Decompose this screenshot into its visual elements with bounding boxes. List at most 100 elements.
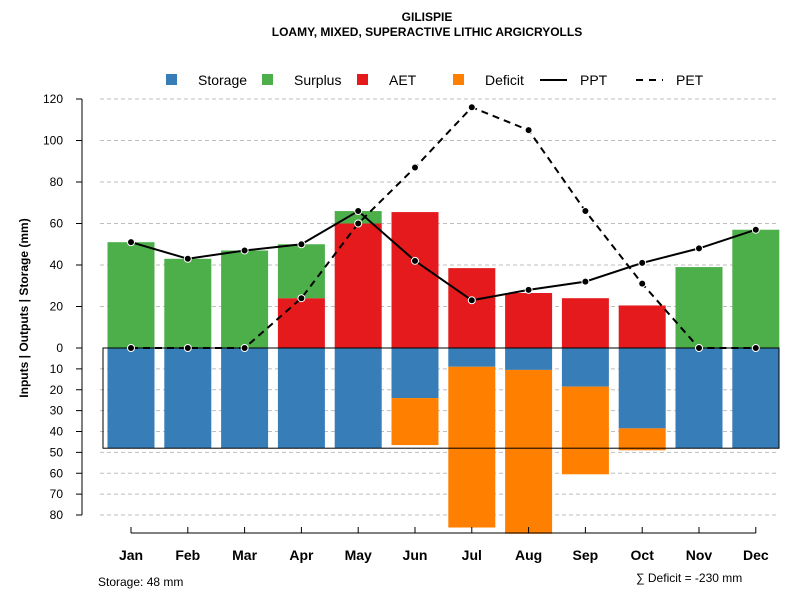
ppt-point xyxy=(467,296,476,305)
y-tick-label: 40 xyxy=(50,258,64,272)
ppt-point xyxy=(297,240,306,249)
pet-point xyxy=(127,344,135,352)
ppt-point xyxy=(695,244,703,253)
y-tick-label: 40 xyxy=(50,425,64,439)
surplus-bar xyxy=(221,250,269,348)
ppt-line xyxy=(130,209,757,302)
bars xyxy=(102,211,780,534)
ppt-point xyxy=(183,254,192,263)
aet-bar xyxy=(505,293,553,348)
axes: 0 20 40 60 80 100 120 10 20 30 40 50 60 70 80 Jan Feb Mar… xyxy=(43,92,769,563)
legend-label: PPT xyxy=(580,72,608,88)
surplus-bar xyxy=(277,244,325,299)
aet-bar xyxy=(618,305,666,348)
chart-title: GILISPIE xyxy=(402,10,453,24)
lines xyxy=(127,103,760,352)
y-tick-label: 20 xyxy=(50,383,64,397)
y-tick-label: 10 xyxy=(50,362,64,376)
pet-point xyxy=(354,219,363,228)
ppt-point xyxy=(581,277,590,286)
storage-note: Storage: 48 mm xyxy=(98,575,183,589)
pet-point xyxy=(297,294,306,303)
y-tick-label: 80 xyxy=(50,175,64,189)
chart-subtitle: LOAMY, MIXED, SUPERACTIVE LITHIC ARGICRY… xyxy=(272,25,582,39)
ppt-point xyxy=(751,225,760,234)
pet-point xyxy=(524,126,533,135)
storage-bar xyxy=(618,348,666,429)
x-tick-label: Feb xyxy=(175,547,200,563)
x-tick-label: Aug xyxy=(515,547,542,563)
legend-swatch xyxy=(166,74,177,85)
surplus-bar xyxy=(164,258,212,348)
y-tick-label: 0 xyxy=(56,341,63,355)
y-tick-label: 80 xyxy=(50,508,64,522)
storage-bar xyxy=(334,348,382,449)
pet-point xyxy=(183,344,192,352)
pet-point xyxy=(240,344,249,352)
deficit-bar xyxy=(561,386,609,475)
storage-bar xyxy=(448,348,496,367)
storage-bar xyxy=(732,348,780,449)
pet-point xyxy=(638,279,647,288)
aet-bar xyxy=(448,268,496,348)
deficit-bar xyxy=(618,428,666,451)
storage-bar xyxy=(561,348,609,387)
pet-line xyxy=(131,106,756,349)
y-tick-label: 60 xyxy=(50,217,64,231)
x-tick-label: Nov xyxy=(686,547,713,563)
y-axis-label: Inputs | Outputs | Storage (mm) xyxy=(17,218,31,397)
legend-label: Surplus xyxy=(294,72,341,88)
legend-label: AET xyxy=(389,72,417,88)
storage-bar xyxy=(505,348,553,370)
x-tick-label: Dec xyxy=(743,547,769,563)
legend-swatch xyxy=(453,74,464,85)
storage-bar xyxy=(164,348,212,449)
aet-bar xyxy=(561,298,609,348)
ppt-point xyxy=(638,258,647,267)
storage-bar xyxy=(675,348,723,449)
x-tick-label: Jun xyxy=(403,547,428,563)
legend-swatch xyxy=(357,74,368,85)
ppt-point xyxy=(240,246,249,255)
surplus-bar xyxy=(732,229,780,348)
pet-point xyxy=(411,163,419,172)
storage-bar xyxy=(391,348,439,399)
y-tick-label: 50 xyxy=(50,445,64,459)
ppt-point xyxy=(127,238,135,247)
y-tick-label: 20 xyxy=(50,300,64,314)
y-tick-label: 120 xyxy=(43,92,63,106)
storage-bar xyxy=(221,348,269,449)
ppt-point xyxy=(411,256,419,265)
ppt-point xyxy=(524,285,533,294)
x-tick-label: May xyxy=(345,547,372,563)
x-tick-label: Apr xyxy=(289,547,314,563)
legend-label: Storage xyxy=(198,72,247,88)
ppt-point xyxy=(354,207,363,216)
aet-bar xyxy=(277,298,325,348)
pet-point xyxy=(751,344,760,352)
y-tick-label: 30 xyxy=(50,404,64,418)
aet-bar xyxy=(334,223,382,348)
surplus-bar xyxy=(675,267,723,348)
aet-bar xyxy=(391,212,439,348)
legend-label: Deficit xyxy=(485,72,524,88)
legend-swatch xyxy=(262,74,273,85)
storage-bar xyxy=(107,348,155,449)
y-tick-label: 70 xyxy=(50,487,64,501)
x-tick-label: Oct xyxy=(631,547,655,563)
pet-point xyxy=(695,344,703,352)
y-tick-label: 100 xyxy=(43,134,63,148)
storage-bar xyxy=(277,348,325,449)
legend: Storage Surplus AET Deficit PPT PET xyxy=(166,72,704,88)
deficit-note: ∑ Deficit = -230 mm xyxy=(636,571,742,585)
pet-point xyxy=(581,207,590,216)
legend-label: PET xyxy=(676,72,704,88)
deficit-bar xyxy=(391,398,439,446)
surplus-bar xyxy=(107,242,155,348)
deficit-bar xyxy=(505,369,553,534)
x-tick-label: Jul xyxy=(462,547,482,563)
pet-point xyxy=(467,103,476,112)
x-tick-label: Sep xyxy=(573,547,599,563)
deficit-bar xyxy=(448,366,496,528)
